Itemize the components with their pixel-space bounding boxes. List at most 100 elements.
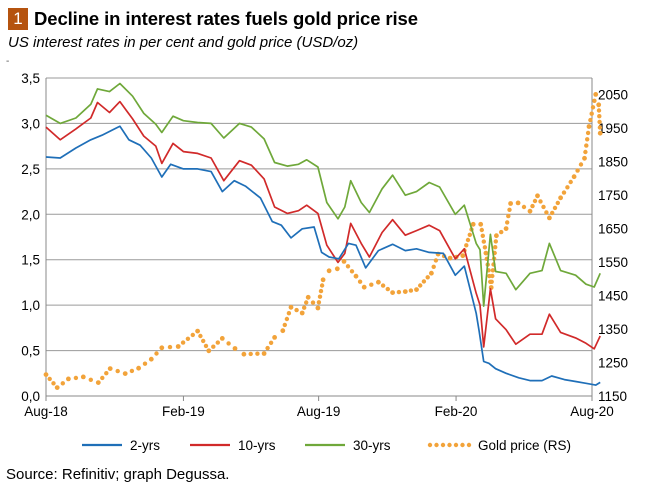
gold-price-point [148, 356, 154, 362]
gold-price-point [175, 344, 181, 349]
gold-price-dot [544, 210, 549, 215]
gold-price-dot [211, 344, 216, 349]
gold-price-series [43, 92, 603, 390]
y-left-tick-label: 0,5 [21, 344, 40, 359]
gold-price-dot [349, 269, 355, 274]
gold-price-dot [310, 300, 316, 305]
y-left-tick-label: 2,0 [21, 207, 40, 222]
gold-price-dot [597, 119, 602, 125]
gold-price-dot [203, 343, 209, 349]
gold-price-point [361, 284, 367, 290]
gold-price-point [341, 259, 347, 264]
y-right-tick-label: 1750 [598, 188, 628, 203]
gold-price-point [66, 376, 71, 382]
gold-price-point [582, 155, 587, 161]
gold-price-dot [357, 279, 363, 284]
gold-price-point [136, 365, 142, 371]
gold-price-dot [585, 137, 590, 142]
gold-price-dot [190, 332, 195, 338]
gold-price-point [535, 193, 540, 199]
two-year-line [45, 125, 601, 386]
legend-swatch-gold-price [453, 442, 459, 448]
gold-price-dot [418, 283, 423, 288]
gold-price-point [593, 92, 599, 97]
gold-price-dot [597, 114, 602, 119]
gold-price-dot [490, 273, 495, 279]
x-tick-label: Aug-20 [570, 404, 614, 419]
gold-price-dot [421, 279, 427, 284]
gold-price-point [261, 351, 267, 356]
gold-price-dot [538, 199, 543, 204]
y-right-tick-label: 1250 [598, 356, 628, 371]
gold-price-point [80, 374, 86, 380]
gold-price-dot [380, 283, 386, 288]
gold-price-dot [408, 288, 414, 293]
gold-price-dot [215, 340, 220, 345]
gold-price-point [232, 346, 238, 351]
gold-price-dot [592, 98, 597, 104]
legend-swatch-gold-price [440, 442, 446, 448]
gold-price-point [503, 226, 509, 232]
y-right-tick-label: 1650 [598, 222, 628, 237]
chart-title: Decline in interest rates fuels gold pri… [34, 8, 418, 29]
gold-price-dot [590, 105, 596, 110]
thirty-year-line [45, 82, 601, 307]
legend-swatch-gold-price [434, 442, 439, 448]
gold-price-dot [265, 345, 270, 351]
gold-price-dot [255, 351, 260, 356]
gold-price-dot [464, 243, 469, 248]
gold-price-dot [115, 368, 120, 374]
gold-price-point [508, 201, 513, 206]
gold-price-dot [493, 239, 498, 244]
gold-price-point [334, 266, 340, 272]
gold-price-dot [180, 340, 186, 345]
gold-price-point [597, 130, 603, 136]
gold-price-dot [597, 125, 603, 130]
gold-price-point [478, 221, 484, 227]
gold-price-point [353, 273, 359, 279]
gold-price-dot [248, 351, 253, 357]
gold-price-point [470, 221, 476, 227]
legend-swatch-gold-price [447, 442, 452, 448]
gold-price-dot [47, 376, 52, 382]
gold-price-dot [154, 351, 159, 356]
gold-price-dot [585, 130, 591, 136]
gold-price-dot [73, 375, 79, 381]
y-right-tick-label: 1150 [598, 389, 627, 404]
legend-label-two-year: 2-yrs [130, 438, 160, 453]
gold-price-dot [521, 204, 527, 210]
gold-price-dot [100, 375, 105, 381]
gold-price-dot [104, 371, 109, 376]
gold-price-dot [479, 227, 484, 233]
gold-price-dot [282, 322, 287, 328]
legend-label-thirty-year: 30-yrs [353, 438, 391, 453]
gold-price-dot [319, 283, 325, 288]
gold-price-dot [302, 305, 307, 310]
legend-label-ten-year: 10-yrs [238, 438, 276, 453]
gold-price-point [447, 255, 453, 261]
gold-price-dot [167, 344, 173, 350]
gold-price-dot [480, 233, 485, 238]
x-tick-label: Feb-20 [435, 404, 478, 419]
legend-label-gold-price: Gold price (RS) [478, 438, 571, 453]
legend-swatch-gold-price [466, 442, 472, 448]
gold-price-dot [505, 220, 510, 225]
gold-price-dot [568, 179, 573, 185]
gold-price-dot [588, 117, 593, 123]
y-right-tick-label: 1450 [598, 289, 628, 304]
gold-price-dot [506, 213, 511, 219]
gold-price-point [219, 336, 225, 341]
y-right-tick-label: 2050 [598, 88, 628, 103]
gold-price-point [320, 277, 326, 283]
gold-price-dot [51, 381, 56, 386]
chart-subtitle: US interest rates in per cent and gold p… [8, 34, 359, 51]
y-left-tick-label: 2,5 [21, 162, 40, 177]
gold-price-point [107, 366, 113, 371]
gold-price-dot [530, 203, 535, 209]
gold-price-point [280, 328, 286, 334]
gold-price-dot [507, 207, 512, 212]
gold-price-dot [129, 368, 135, 374]
gold-price-point [272, 335, 277, 340]
gold-price-dot [561, 190, 567, 195]
